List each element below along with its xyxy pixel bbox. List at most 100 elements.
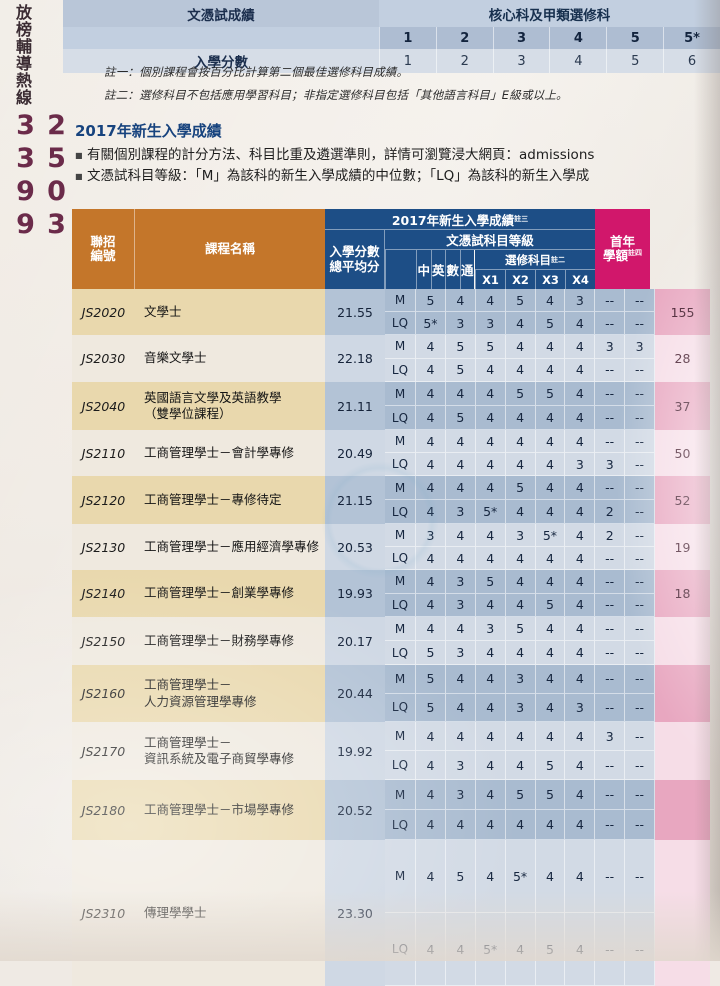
grade-cell: 3 [445, 751, 476, 780]
grade-subrow-lq: LQ 4 3 4 4 5 4 -- -- [385, 751, 655, 780]
grade-cell: 4 [565, 641, 596, 665]
footnote-2: 註二：選修科目不包括應用學習科目；非指定選修科目包括「其他語言科目」E級或以上。 [104, 88, 568, 102]
grade-subrow-lq: LQ 5 3 4 4 4 4 -- -- [385, 641, 655, 665]
grade-stat-label: LQ [385, 913, 416, 986]
grade-cell: 4 [505, 570, 536, 594]
grade-stat-label: LQ [385, 751, 416, 780]
cell-average-score: 22.18 [325, 335, 385, 382]
grade-cell: 4 [505, 335, 536, 359]
cell-average-score: 20.53 [325, 524, 385, 570]
grade-cell: -- [625, 913, 655, 986]
header-average-line2: 總平均分 [329, 258, 380, 274]
grade-cell: 4 [475, 593, 506, 617]
cell-grade-grid: M 3 4 4 3 5* 4 2 -- LQ 4 4 4 4 4 4 -- -- [385, 524, 655, 570]
grade-subrow-lq: LQ 5 4 4 3 4 3 -- -- [385, 693, 655, 722]
grade-cell: 4 [416, 453, 446, 476]
table-row: JS2030 音樂文學士 22.18 M 4 5 5 4 4 4 3 3 LQ 4 5 4 4 4 4 -- -- 28 [72, 335, 720, 382]
grade-cell: 4 [505, 406, 536, 430]
cell-first-year-quota: 52 [655, 476, 710, 524]
programme-name-line1: 英國語言文學及英語教學 [144, 389, 282, 405]
grade-cell: -- [625, 382, 655, 406]
grade-cell: 4 [445, 430, 476, 453]
grade-cell: 5 [535, 913, 566, 986]
grade-cell: 4 [475, 722, 506, 751]
grade-stat-label: M [385, 289, 416, 312]
grade-cell: 4 [445, 289, 476, 312]
programme-name-line2: 人力資源管理學專修 [144, 693, 257, 709]
grade-cell: 4 [475, 406, 506, 430]
grade-cell: -- [595, 476, 626, 500]
cell-average-score: 21.15 [325, 476, 385, 524]
grade-cell: 3 [595, 722, 626, 751]
grade-cell: 5 [445, 358, 476, 382]
grade-cell: -- [625, 453, 655, 476]
grade-cell: -- [595, 913, 626, 986]
grade-cell: 4 [565, 780, 596, 810]
grade-stat-label: LQ [385, 312, 416, 335]
grade-cell: 4 [505, 312, 536, 335]
grade-cell: 4 [535, 693, 566, 722]
grade-stat-label: M [385, 524, 416, 547]
grade-cell: 3 [595, 453, 626, 476]
programme-name-line2: （雙學位課程） [144, 406, 232, 421]
grade-cell: 3 [445, 570, 476, 594]
grade-subrow-m: M 4 4 3 5 4 4 -- -- [385, 617, 655, 641]
grade-stat-label: M [385, 617, 416, 641]
header-admission-group-title-text: 2017年新生入學成績 [391, 212, 515, 228]
cell-first-year-quota: 37 [655, 382, 710, 430]
score-row: 入學分數 1 2 3 4 5 6 [63, 49, 720, 73]
grade-cell: 4 [416, 476, 446, 500]
grade-cell: 4 [505, 547, 536, 570]
grade-subrow-m: M 4 3 4 5 5 4 -- -- [385, 780, 655, 810]
header-programme-name: 課程名稱 [135, 209, 325, 289]
grade-cell: 4 [565, 430, 596, 453]
cell-first-year-quota: 155 [655, 289, 710, 335]
grade-cell: 4 [475, 547, 506, 570]
grade-cell: 4 [505, 913, 536, 986]
grade-stat-label: M [385, 840, 416, 913]
grade-cell: -- [595, 617, 626, 641]
cell-average-score: 20.44 [325, 665, 385, 722]
grade-cell: -- [595, 430, 626, 453]
grade-cell: 4 [445, 382, 476, 406]
cell-grade-grid: M 4 4 4 5 4 4 -- -- LQ 4 3 5* 4 4 4 2 -- [385, 476, 655, 524]
grade-cell: 4 [445, 476, 476, 500]
cell-average-score: 20.52 [325, 780, 385, 840]
grade-cell: -- [625, 406, 655, 430]
cell-average-score: 21.11 [325, 382, 385, 430]
grade-cell: 5 [416, 289, 446, 312]
header-quota-line2: 學額註四 [603, 248, 642, 264]
grade-stat-label: M [385, 382, 416, 406]
grade-cell: 4 [416, 722, 446, 751]
grade-cell: 2 [595, 524, 626, 547]
table-row: JS2150 工商管理學士－財務學專修 20.17 M 4 4 3 5 4 4 -- -- LQ 5 3 4 4… [72, 617, 720, 665]
grade-score-table: 文憑試成績 核心科及甲類選修科 1 2 3 4 5 5* 入學分數 1 2 3 … [63, 0, 720, 73]
header-dse-subjects: 文憑試科目等級 中 英 數 通 選修科目 註二 X1 [385, 230, 595, 289]
cell-first-year-quota: 18 [655, 570, 710, 617]
cell-programme-name: 音樂文學士 [135, 335, 325, 382]
grade-cell: 4 [505, 641, 536, 665]
grade-cell: -- [595, 358, 626, 382]
grade-cell: 4 [535, 840, 566, 913]
grade-cell: 4 [445, 547, 476, 570]
grade-subrow-lq: LQ 5* 3 3 4 5 4 -- -- [385, 312, 655, 335]
grade-cell: -- [625, 722, 655, 751]
score-cell: 1 [379, 49, 436, 73]
grade-stat-label: M [385, 780, 416, 810]
cell-jupas-code: JS2020 [72, 289, 135, 335]
grade-cell: 4 [535, 430, 566, 453]
grade-cell: 5* [505, 840, 536, 913]
grade-cell: -- [595, 570, 626, 594]
cell-programme-name: 英國語言文學及英語教學 （雙學位課程） [135, 382, 325, 430]
grade-cell: 3 [595, 335, 626, 359]
grade-cell: 4 [416, 358, 446, 382]
table-header: 聯招 編號 課程名稱 2017年新生入學成績 註三 入學分數 總平均分 文憑試科目… [72, 209, 720, 289]
grade-cell: 4 [565, 810, 596, 840]
grade-cell: 5 [416, 665, 446, 694]
grade-cell: 4 [416, 751, 446, 780]
grade-cell: 4 [505, 593, 536, 617]
grade-stat-label: M [385, 722, 416, 751]
header-elective-x4: X4 [565, 270, 595, 289]
grade-subrow-lq: LQ 4 3 4 4 5 4 -- -- [385, 593, 655, 617]
cell-grade-grid: M 4 5 4 5* 4 4 -- -- LQ 4 4 5* 4 5 4 -- -- [385, 840, 655, 986]
